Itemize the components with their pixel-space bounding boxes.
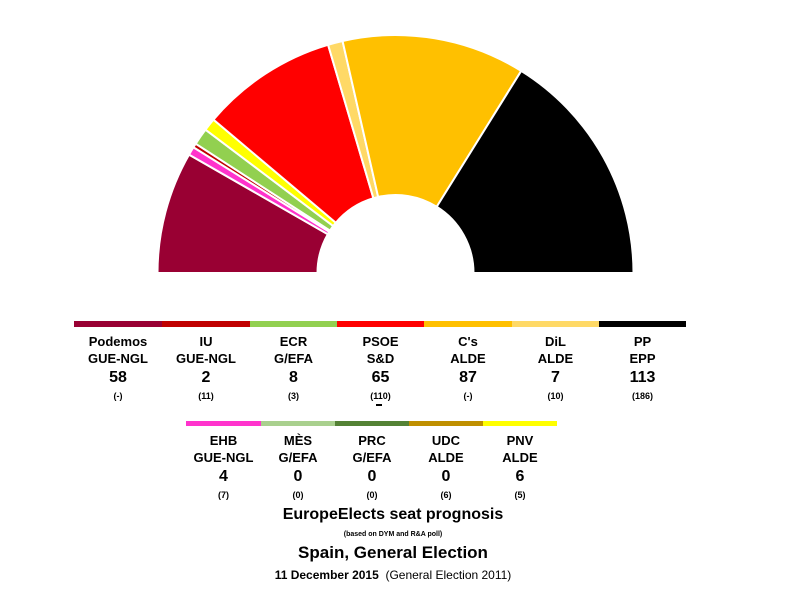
legend-bar — [424, 321, 512, 327]
chart-title: EuropeElects seat prognosis — [282, 506, 504, 523]
legend-bar — [512, 321, 599, 327]
party-group: ALDE — [502, 450, 538, 465]
party-group: G/EFA — [352, 450, 392, 465]
party-seats: 4 — [219, 468, 228, 485]
party-name: C's — [458, 334, 478, 349]
legend-bar — [337, 321, 424, 327]
party-seats: 2 — [201, 369, 211, 386]
legend-mes: MÈS G/EFA 0 (0) — [261, 421, 335, 501]
party-seats: 87 — [459, 369, 477, 386]
party-seats: 7 — [551, 369, 560, 386]
party-seats: 0 — [367, 468, 377, 485]
legend-pp: PP EPP 113 (186) — [599, 321, 686, 402]
legend-ecr: ECR G/EFA 8 (3) — [250, 321, 337, 402]
legend-bar — [162, 321, 250, 327]
party-prev-seats: (10) — [547, 391, 564, 401]
party-prev-seats: (6) — [440, 490, 452, 500]
seat-segment-pp — [435, 69, 635, 274]
party-name: MÈS — [283, 433, 313, 448]
chart-subtitle: (based on DYM and R&A poll) — [343, 531, 443, 538]
legend-bar — [599, 321, 686, 327]
legend-dil: DiL ALDE 7 (10) — [512, 321, 599, 402]
party-name: ECR — [279, 334, 308, 349]
hemicycle-chart — [156, 34, 635, 274]
party-seats: 65 — [371, 369, 390, 386]
party-group: ALDE — [450, 351, 486, 366]
party-name: PP — [633, 334, 652, 349]
party-group: EPP — [629, 351, 656, 366]
legend-cs: C's ALDE 87 (-) — [424, 321, 512, 402]
party-seats: 0 — [293, 468, 303, 485]
party-seats: 8 — [289, 369, 298, 386]
party-group: ALDE — [428, 450, 464, 465]
legend-podemos: Podemos GUE-NGL 58 (-) — [74, 321, 162, 402]
party-name: PNV — [506, 433, 534, 448]
party-name: EHB — [209, 433, 238, 448]
party-seats: 6 — [515, 468, 525, 485]
legend-bar — [74, 321, 162, 327]
party-prev-seats: (0) — [366, 490, 378, 500]
election-date: 11 December 2015 — [274, 568, 379, 582]
party-name: PRC — [358, 433, 386, 448]
party-name: DiL — [545, 334, 566, 349]
party-group: GUE-NGL — [88, 351, 148, 366]
legend-prc: PRC G/EFA 0 (0) — [335, 421, 409, 501]
election-date-note: (General Election 2011) — [385, 568, 512, 582]
legend-iu: IU GUE-NGL 2 (11) — [162, 321, 250, 402]
legend-udc: UDC ALDE 0 (6) — [409, 421, 483, 501]
party-prev-seats: (11) — [198, 391, 214, 401]
party-prev-seats: (5) — [514, 490, 526, 500]
separator-dash — [376, 404, 382, 406]
party-prev-seats: (0) — [292, 490, 304, 500]
party-group: GUE-NGL — [176, 351, 236, 366]
legend-ehb: EHB GUE-NGL 4 (7) — [186, 421, 261, 501]
party-prev-seats: (-) — [463, 391, 473, 401]
party-seats: 58 — [109, 369, 127, 386]
legend-bar — [483, 421, 557, 426]
election-title: Spain, General Election — [298, 543, 488, 562]
party-prev-seats: (3) — [288, 391, 299, 401]
legend-pnv: PNV ALDE 6 (5) — [483, 421, 557, 501]
party-seats: 113 — [629, 369, 656, 386]
legend-bar — [186, 421, 261, 426]
legend-bar — [335, 421, 409, 426]
legend-psoe: PSOE S&D 65 (110) — [337, 321, 424, 402]
party-group: GUE-NGL — [193, 450, 254, 465]
party-prev-seats: (186) — [631, 391, 653, 401]
legend-bar — [261, 421, 335, 426]
party-group: S&D — [366, 351, 395, 366]
party-seats: 0 — [441, 468, 451, 485]
party-group: G/EFA — [278, 450, 318, 465]
legend-row-main: Podemos GUE-NGL 58 (-) IU GUE-NGL 2 (11)… — [0, 321, 786, 421]
party-group: ALDE — [537, 351, 574, 366]
party-prev-seats: (-) — [113, 391, 123, 401]
party-name: IU — [199, 334, 213, 349]
party-prev-seats: (110) — [370, 391, 391, 401]
party-group: G/EFA — [273, 351, 313, 366]
party-name: Podemos — [88, 334, 148, 349]
legend-bar — [409, 421, 483, 426]
party-name: PSOE — [362, 334, 399, 349]
seat-segment-c-s — [341, 34, 523, 209]
party-name: UDC — [431, 433, 461, 448]
election-date-line: 11 December 2015 (General Election 2011) — [0, 568, 786, 582]
legend-row-secondary: EHB GUE-NGL 4 (7) MÈS G/EFA 0 (0) PRC G/… — [0, 421, 786, 521]
legend-bar — [250, 321, 337, 327]
party-prev-seats: (7) — [218, 490, 229, 500]
